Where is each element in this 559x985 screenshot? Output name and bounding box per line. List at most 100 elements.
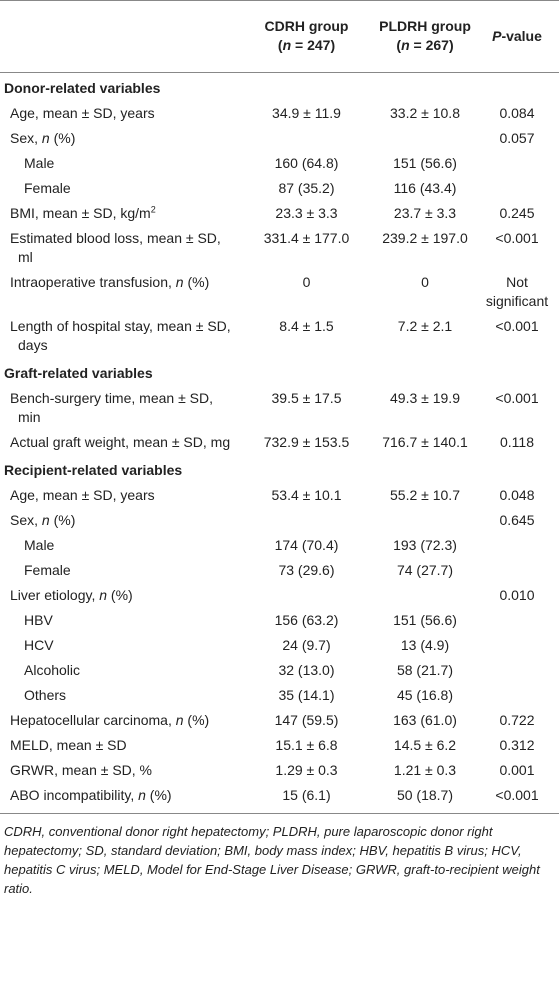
text-segment: = 267) [409,37,454,53]
text-segment: n [401,37,410,53]
row-label: Hepatocellular carcinoma, n (%) [0,708,238,733]
p-cell: Not significant [485,274,549,309]
cdrh-cell: 1.29 ± 0.3 [275,762,338,778]
header-line: PLDRH group [377,17,473,36]
pldrh-cell: 50 (18.7) [396,787,454,803]
row-label: Sex, n (%) [0,126,238,151]
section-label: Donor-related variables [4,80,161,96]
text-segment: (%) [183,712,210,728]
row-label: Alcoholic [24,662,81,678]
table-body: Donor-related variables Age, mean ± SD, y… [0,73,559,814]
p-cell: 0.722 [499,712,535,728]
row-label: Estimated blood loss, mean ± SD, ml [10,230,221,265]
pldrh-cell [375,583,475,608]
header-line: (n = 247) [240,36,373,55]
pldrh-cell: 58 (21.7) [396,662,454,678]
text-segment: ( [277,37,283,53]
cdrh-cell: 732.9 ± 153.5 [263,434,350,450]
row-label: Male [24,155,55,171]
cdrh-cell [238,508,375,533]
data-row: Sex, n (%) 0.645 [0,508,559,533]
data-row: Hepatocellular carcinoma, n (%) 147 (59.5… [0,708,559,733]
text-segment: ( [396,37,402,53]
pldrh-cell: 116 (43.4) [393,180,457,196]
p-cell: <0.001 [495,230,539,246]
pldrh-cell [375,126,475,151]
cdrh-cell: 8.4 ± 1.5 [279,318,334,334]
header-line: (n = 267) [377,36,473,55]
text-segment: n [175,712,184,728]
pldrh-cell: 163 (61.0) [393,712,457,728]
text-segment: n [138,787,146,803]
cdrh-cell: 73 (29.6) [278,562,335,578]
row-label: Age, mean ± SD, years [10,487,155,503]
p-cell [475,176,559,201]
pldrh-cell: 14.5 ± 6.2 [393,737,457,753]
p-cell: 0.010 [499,587,535,603]
row-label: Length of hospital stay, mean ± SD, days [10,318,231,353]
text-segment: (%) [183,274,210,290]
p-cell [475,633,559,658]
header-row: CDRH group (n = 247) PLDRH group (n = 267) P… [0,0,559,73]
pldrh-cell: 74 (27.7) [396,562,454,578]
p-cell [475,683,559,708]
cdrh-cell: 32 (13.0) [278,662,335,678]
row-label: BMI, mean ± SD, kg/m2 [0,201,238,226]
data-row: Others 35 (14.1) 45 (16.8) [0,683,559,708]
cdrh-cell: 0 [302,274,311,290]
data-row: Alcoholic 32 (13.0) 58 (21.7) [0,658,559,683]
row-label: Age, mean ± SD, years [10,105,155,121]
pldrh-cell: 49.3 ± 19.9 [390,390,460,406]
cdrh-cell: 87 (35.2) [278,180,335,196]
p-cell [475,558,559,583]
p-cell: 0.084 [499,105,535,121]
p-cell: 0.645 [499,512,535,528]
row-label: HBV [24,612,53,628]
data-row: Sex, n (%) 0.057 [0,126,559,151]
cdrh-cell [238,126,375,151]
text-segment: (%) [49,130,76,146]
table-header: CDRH group (n = 247) PLDRH group (n = 267) P… [0,0,559,73]
pldrh-cell: 151 (56.6) [393,612,457,628]
cdrh-cell: 24 (9.7) [282,637,331,653]
data-table: CDRH group (n = 247) PLDRH group (n = 267) P… [0,0,559,814]
pldrh-cell: 23.7 ± 3.3 [393,205,457,221]
pldrh-cell: 193 (72.3) [393,537,457,553]
text-segment: Intraoperative transfusion, [10,274,176,290]
pldrh-cell: 716.7 ± 140.1 [382,434,468,450]
data-row: Female 87 (35.2) 116 (43.4) [0,176,559,201]
cdrh-cell: 34.9 ± 11.9 [272,105,341,121]
pldrh-cell: 7.2 ± 2.1 [397,318,453,334]
row-label: Liver etiology, n (%) [0,583,238,608]
data-row: GRWR, mean ± SD, % 1.29 ± 0.3 1.21 ± 0.3 0.… [0,758,559,783]
data-row: MELD, mean ± SD 15.1 ± 6.8 14.5 ± 6.2 0.312 [0,733,559,758]
header-cell [0,1,238,73]
pldrh-cell [375,508,475,533]
row-label: Male [24,537,55,553]
data-row: Intraoperative transfusion, n (%) 0 0 Not s… [0,270,559,314]
p-cell: 0.048 [499,487,535,503]
row-label: Others [24,687,67,703]
text-segment: n [175,274,184,290]
text-segment: (%) [107,587,133,603]
superscript: 2 [150,204,156,215]
data-row: Actual graft weight, mean ± SD, mg 732.9 … [0,430,559,455]
text-segment: Liver etiology, [10,587,100,603]
data-row: Length of hospital stay, mean ± SD, days… [0,314,559,358]
data-row: BMI, mean ± SD, kg/m2 23.3 ± 3.3 23.7 ± 3.… [0,201,559,226]
header-cell: PLDRH group (n = 267) [375,1,475,73]
p-cell: <0.001 [495,318,539,334]
cdrh-cell: 160 (64.8) [274,155,339,171]
p-cell: <0.001 [495,390,539,406]
p-cell [475,608,559,633]
p-cell: 0.001 [499,762,535,778]
data-row: Female 73 (29.6) 74 (27.7) [0,558,559,583]
text-segment: = 247) [291,37,336,53]
data-row: Age, mean ± SD, years 53.4 ± 10.1 55.2 ± 1… [0,483,559,508]
data-row: HCV 24 (9.7) 13 (4.9) [0,633,559,658]
cdrh-cell: 156 (63.2) [274,612,339,628]
section-row: Graft-related variables [0,358,559,386]
text-segment: (%) [145,787,172,803]
data-row: Estimated blood loss, mean ± SD, ml 331.4… [0,226,559,270]
